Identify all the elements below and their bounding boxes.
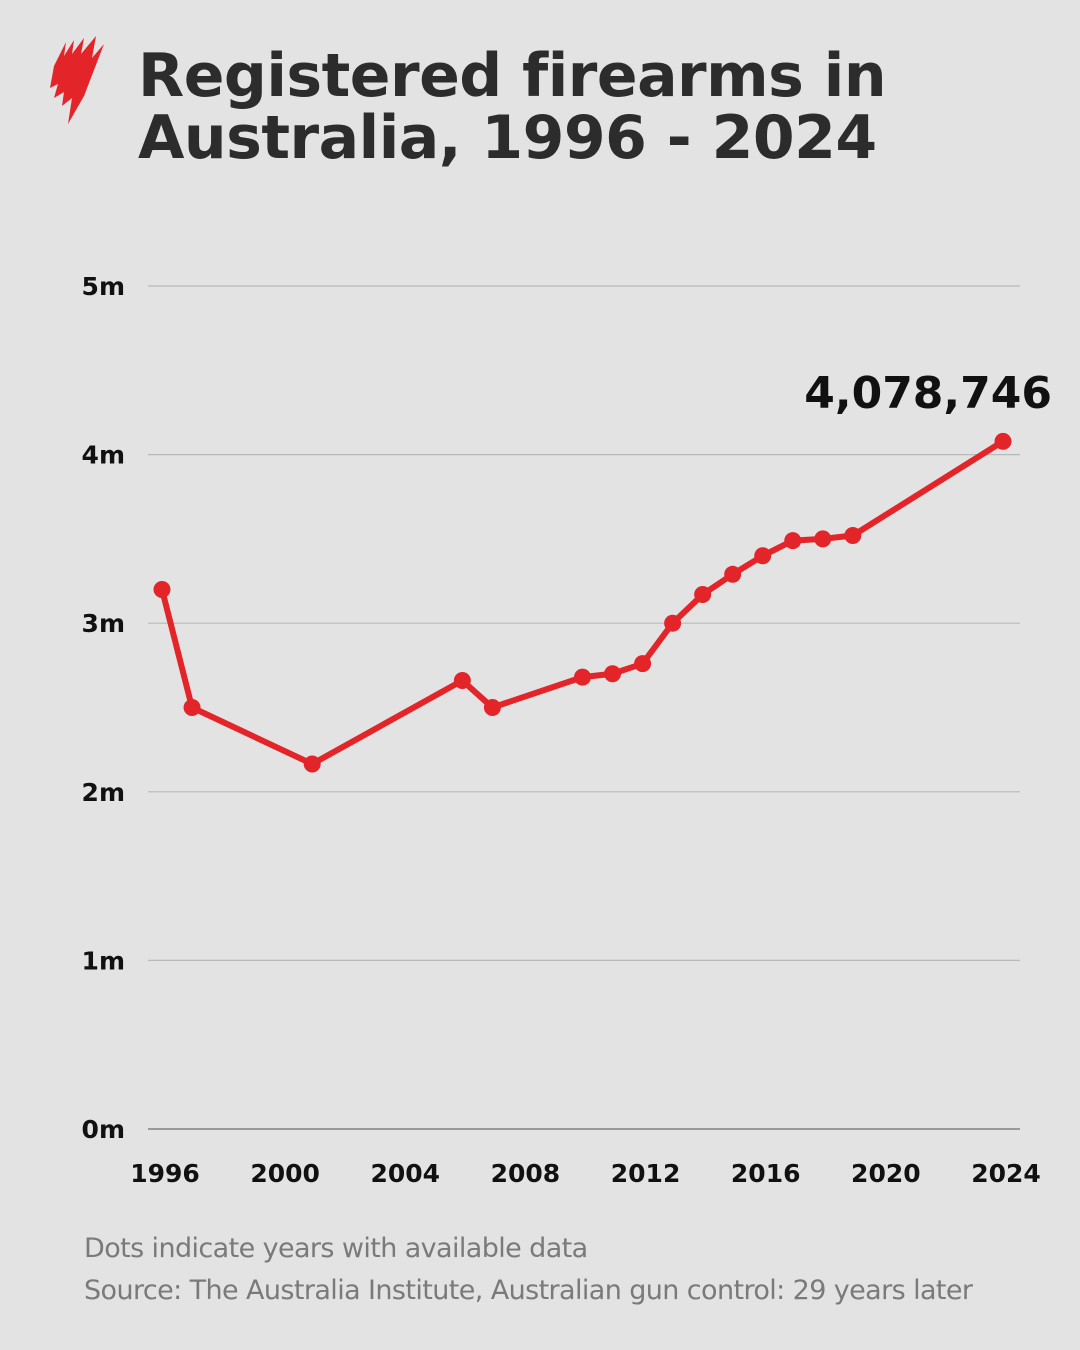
data-point — [483, 699, 501, 716]
data-point — [844, 527, 862, 545]
data-point — [153, 580, 171, 598]
data-point — [453, 672, 471, 690]
footer-note: Dots indicate years with available data — [84, 1233, 588, 1264]
footer: Dots indicate years with available data … — [84, 1228, 973, 1312]
x-tick-label: 2004 — [370, 1159, 440, 1188]
series-line — [159, 438, 1005, 767]
x-tick-label: 2000 — [250, 1159, 320, 1188]
sbs-logo-icon — [50, 36, 104, 124]
y-tick-label: 2m — [82, 778, 125, 807]
data-point — [784, 532, 802, 550]
data-point — [634, 655, 652, 673]
x-tick-label: 1996 — [130, 1159, 200, 1188]
data-point — [183, 699, 201, 716]
x-tick-label: 2016 — [731, 1159, 801, 1188]
latest-value-annotation: 4,078,746 — [804, 368, 1052, 419]
x-tick-label: 2012 — [611, 1159, 681, 1188]
data-point — [814, 530, 832, 548]
data-point — [694, 586, 712, 604]
y-tick-label: 3m — [82, 609, 125, 638]
footer-source: Source: The Australia Institute, Austral… — [84, 1275, 973, 1306]
chart-title: Registered firearms in Australia, 1996 -… — [138, 41, 887, 173]
x-tick-label: 2020 — [851, 1159, 921, 1188]
data-point — [303, 755, 321, 773]
line-chart: 0m 1m 2m 3m 4m 5m 1996 2000 2004 2008 2012 2016 2020… — [82, 272, 1052, 1188]
x-tick-label: 2008 — [491, 1159, 561, 1188]
data-point — [604, 665, 622, 683]
data-point — [724, 565, 742, 583]
data-point — [664, 614, 682, 632]
title-line-2: Australia, 1996 - 2024 — [138, 103, 877, 173]
y-tick-label: 1m — [82, 946, 125, 975]
data-point — [994, 432, 1012, 450]
title-line-1: Registered firearms in — [138, 41, 887, 111]
y-tick-label: 5m — [82, 272, 125, 301]
y-tick-label: 0m — [82, 1115, 125, 1144]
data-point — [574, 668, 591, 686]
x-tick-label: 2024 — [971, 1159, 1041, 1188]
data-point — [754, 547, 772, 565]
y-tick-label: 4m — [82, 441, 125, 470]
